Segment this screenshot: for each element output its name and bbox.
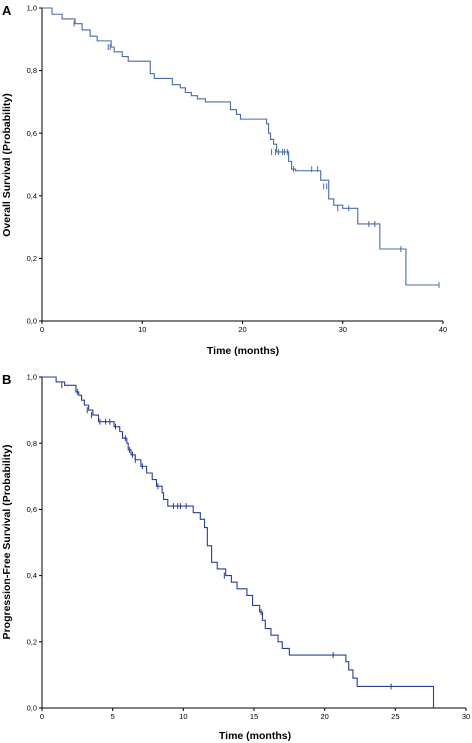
x-tick-label: 15 xyxy=(250,712,258,721)
y-axis-title: Overall Survival (Probability) xyxy=(1,93,13,237)
panel-label-a: A xyxy=(2,3,12,18)
y-tick-label: 0,4 xyxy=(27,191,37,200)
y-tick-label: 1,0 xyxy=(27,373,37,382)
x-axis-ticks: 0 5 10 15 20 25 30 xyxy=(40,708,470,721)
x-tick-label: 0 xyxy=(40,712,44,721)
overall-survival-curve xyxy=(42,7,439,286)
x-tick-label: 10 xyxy=(138,325,146,334)
progression-free-survival-curve xyxy=(42,376,435,708)
x-tick-label: 20 xyxy=(238,325,246,334)
x-tick-label: 40 xyxy=(439,325,447,334)
y-axis-ticks: 0,0 0,2 0,4 0,6 0,8 1,0 xyxy=(27,4,42,326)
y-tick-label: 1,0 xyxy=(27,4,37,13)
y-tick-label: 0,8 xyxy=(27,66,37,75)
y-tick-label: 0,0 xyxy=(27,704,37,713)
progression-free-survival-panel: B 0,0 0,2 0,4 0,6 0,8 1,0 0 5 10 15 20 25 30 Time (… xyxy=(1,372,470,742)
y-tick-label: 0,6 xyxy=(27,505,37,514)
y-axis-ticks: 0,0 0,2 0,4 0,6 0,8 1,0 xyxy=(27,373,42,713)
y-tick-label: 0,4 xyxy=(27,571,37,580)
x-tick-label: 0 xyxy=(40,325,44,334)
x-tick-label: 30 xyxy=(339,325,347,334)
x-axis-ticks: 0 10 20 30 40 xyxy=(40,321,447,334)
y-tick-label: 0,6 xyxy=(27,129,37,138)
y-axis-title: Progression-Free Survival (Probability) xyxy=(1,445,13,640)
x-tick-label: 30 xyxy=(462,712,470,721)
panel-label-b: B xyxy=(2,372,11,387)
x-tick-label: 10 xyxy=(179,712,187,721)
x-axis-title: Time (months) xyxy=(219,730,291,742)
overall-survival-panel: A 0,0 0,2 0,4 0,6 0,8 1,0 0 10 20 30 40 Time (mon… xyxy=(1,3,447,357)
x-axis-title: Time (months) xyxy=(207,345,279,357)
x-tick-label: 25 xyxy=(391,712,399,721)
x-tick-label: 5 xyxy=(111,712,115,721)
y-tick-label: 0,2 xyxy=(27,637,37,646)
y-tick-label: 0,2 xyxy=(27,254,37,263)
x-tick-label: 20 xyxy=(320,712,328,721)
censor-marks xyxy=(73,20,440,289)
y-tick-label: 0,0 xyxy=(27,317,37,326)
censor-marks xyxy=(61,382,392,690)
y-tick-label: 0,8 xyxy=(27,439,37,448)
